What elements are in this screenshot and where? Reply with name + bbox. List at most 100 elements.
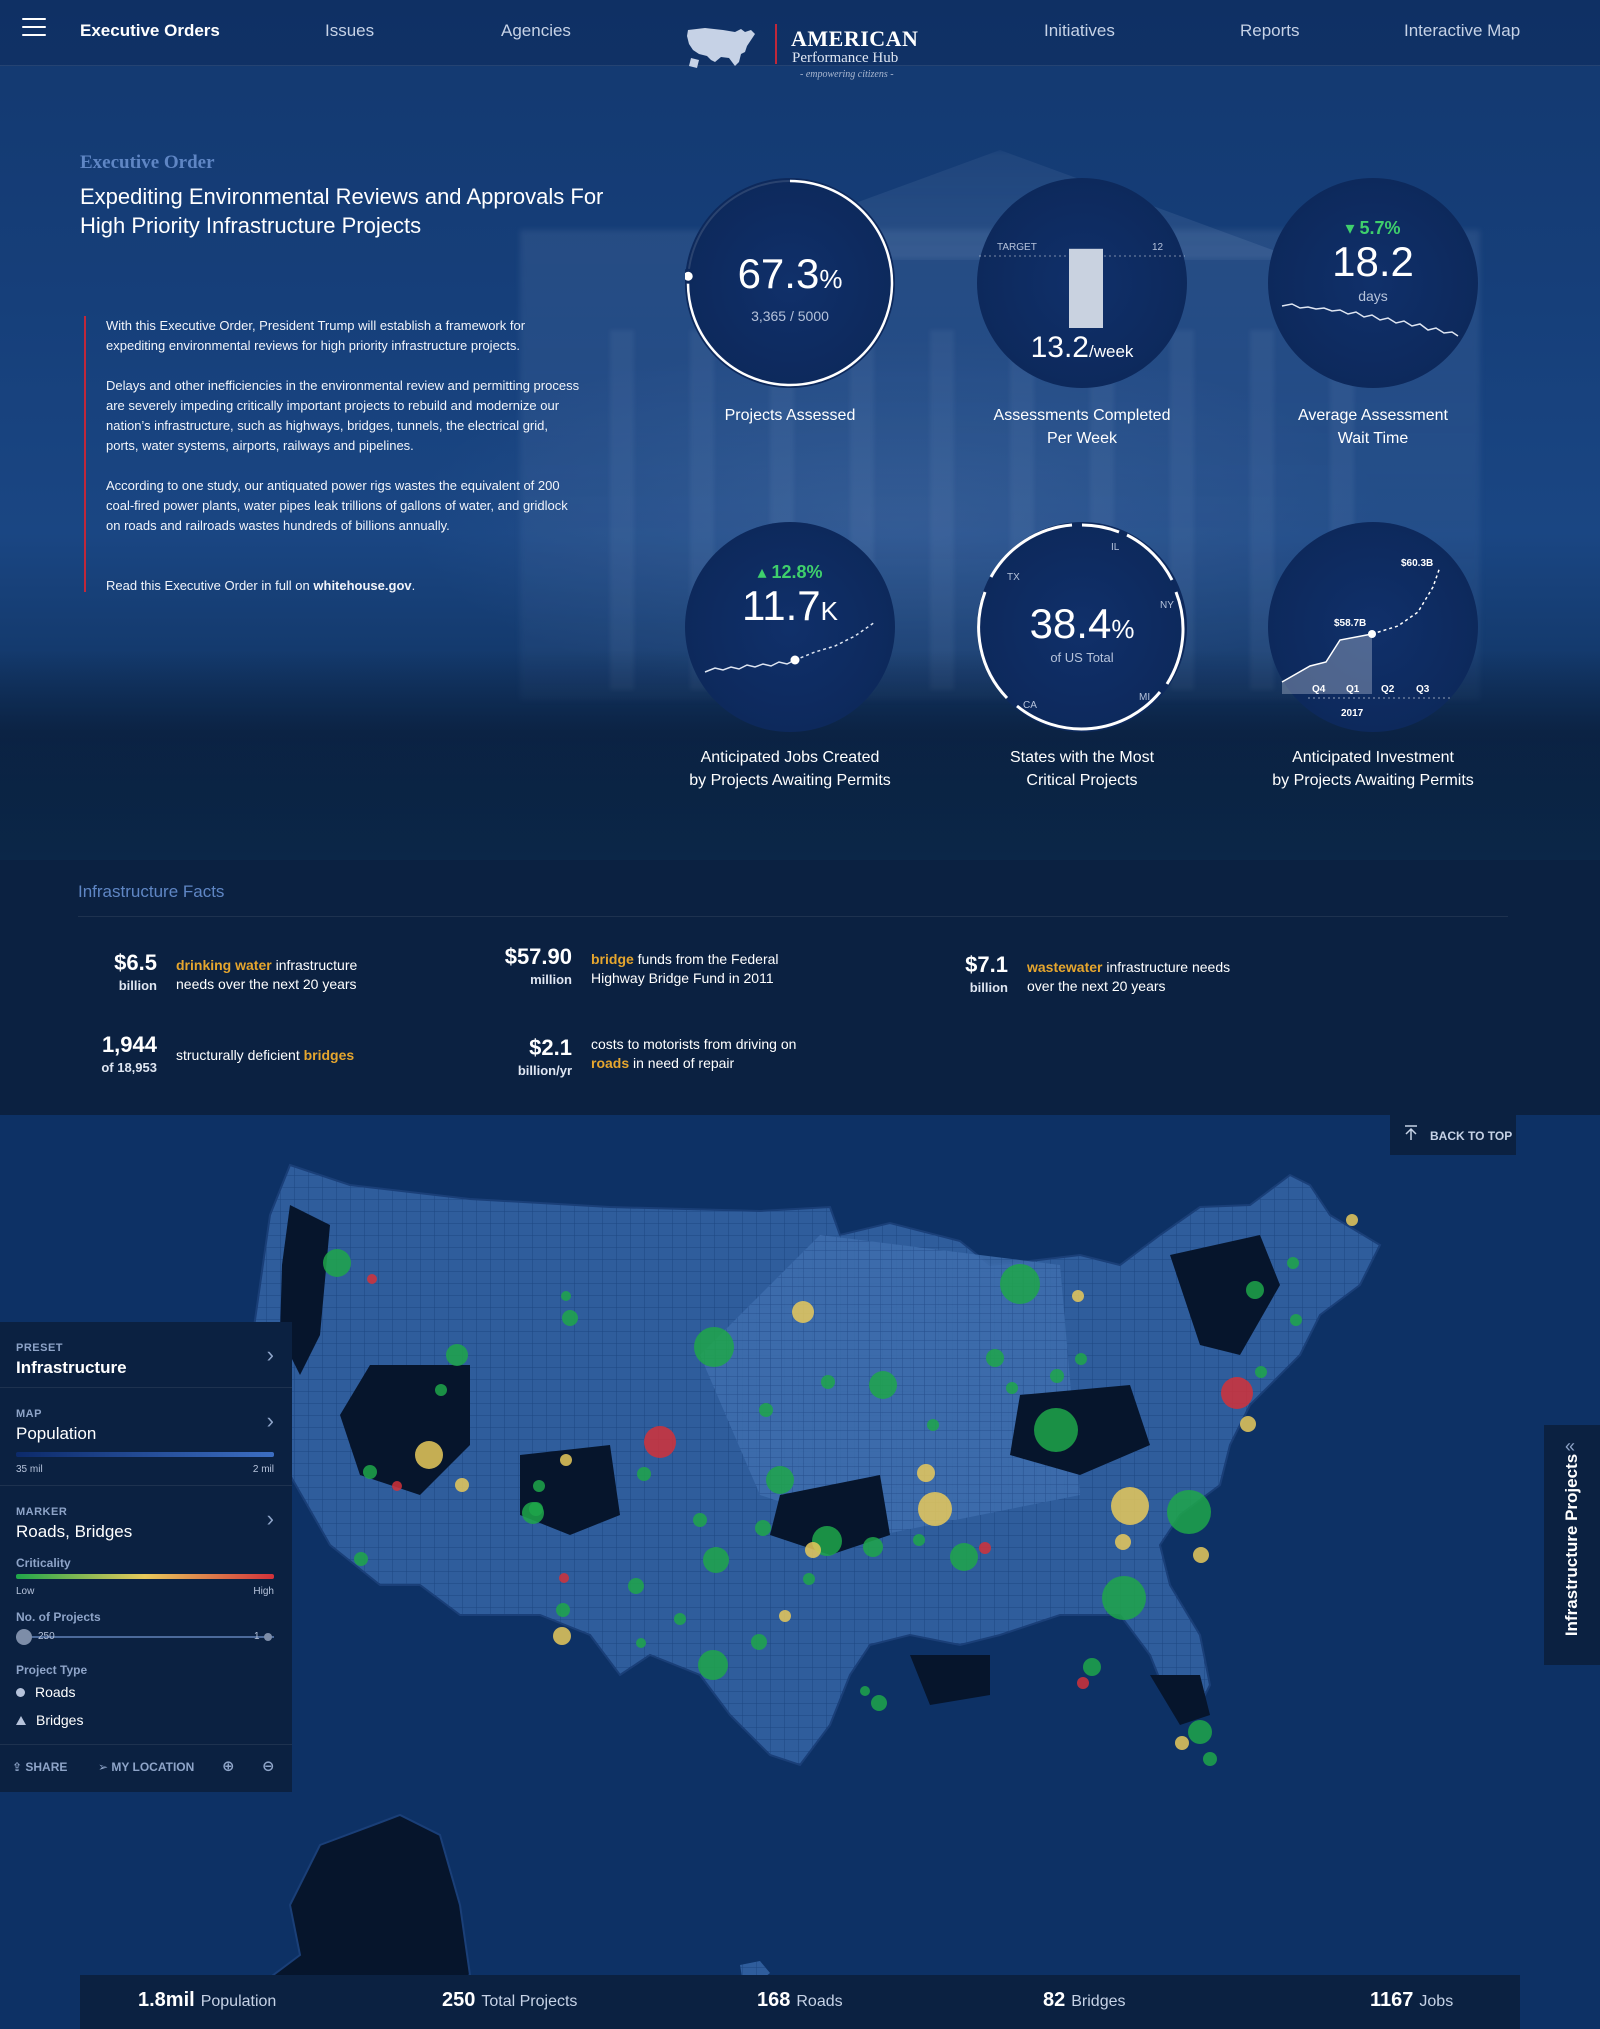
project-marker[interactable] bbox=[561, 1291, 571, 1301]
zoom-out-icon[interactable]: ⊖ bbox=[262, 1758, 275, 1775]
project-marker[interactable] bbox=[698, 1650, 728, 1680]
project-marker[interactable] bbox=[637, 1467, 651, 1481]
metric-states[interactable]: IL NY MI CA TX 38.4% of US Total States … bbox=[977, 522, 1187, 789]
project-marker[interactable] bbox=[1221, 1377, 1253, 1409]
project-marker[interactable] bbox=[1034, 1408, 1078, 1452]
menu-icon[interactable] bbox=[22, 18, 46, 38]
project-marker[interactable] bbox=[1077, 1677, 1089, 1689]
project-marker[interactable] bbox=[1188, 1720, 1212, 1744]
project-marker[interactable] bbox=[927, 1419, 939, 1431]
project-type-bridges[interactable]: Bridges bbox=[16, 1712, 83, 1728]
nav-interactive-map[interactable]: Interactive Map bbox=[1404, 21, 1521, 40]
project-marker[interactable] bbox=[455, 1478, 469, 1492]
project-marker[interactable] bbox=[1115, 1534, 1131, 1550]
preset-selector[interactable]: PRESET Infrastructure › bbox=[0, 1322, 292, 1388]
nav-executive-orders[interactable]: Executive Orders bbox=[80, 21, 220, 40]
metric-wait-time[interactable]: ▾ 5.7% 18.2 days Average Assessment Wait … bbox=[1268, 178, 1478, 447]
us-county-map[interactable] bbox=[0, 1115, 1600, 2029]
project-marker[interactable] bbox=[533, 1480, 545, 1492]
project-marker[interactable] bbox=[363, 1465, 377, 1479]
project-marker[interactable] bbox=[703, 1547, 729, 1573]
slider-knob-max[interactable] bbox=[16, 1629, 32, 1645]
project-marker[interactable] bbox=[1167, 1490, 1211, 1534]
project-marker[interactable] bbox=[755, 1520, 771, 1536]
project-marker[interactable] bbox=[1102, 1576, 1146, 1620]
project-marker[interactable] bbox=[779, 1610, 791, 1622]
project-marker[interactable] bbox=[805, 1542, 821, 1558]
project-marker[interactable] bbox=[674, 1613, 686, 1625]
project-marker[interactable] bbox=[323, 1249, 351, 1277]
project-marker[interactable] bbox=[1083, 1658, 1101, 1676]
project-marker[interactable] bbox=[986, 1349, 1004, 1367]
project-marker[interactable] bbox=[917, 1464, 935, 1482]
metric-projects-assessed[interactable]: 67.3% 3,365 / 5000 Projects Assessed bbox=[685, 178, 895, 424]
project-marker[interactable] bbox=[913, 1534, 925, 1546]
project-type-roads[interactable]: Roads bbox=[16, 1684, 75, 1700]
metric-jobs[interactable]: ▴ 12.8% 11.7K Anticipated Jobs Created by… bbox=[685, 522, 895, 789]
nav-reports[interactable]: Reports bbox=[1240, 21, 1300, 40]
project-marker[interactable] bbox=[392, 1481, 402, 1491]
nav-issues[interactable]: Issues bbox=[325, 21, 375, 40]
project-marker[interactable] bbox=[435, 1384, 447, 1396]
infrastructure-projects-tab[interactable]: « Infrastructure Projects bbox=[1544, 1425, 1600, 1665]
marker-selector[interactable]: Roads, Bridges bbox=[16, 1522, 133, 1541]
project-marker[interactable] bbox=[979, 1542, 991, 1554]
project-marker[interactable] bbox=[751, 1634, 767, 1650]
zoom-in-icon[interactable]: ⊕ bbox=[222, 1758, 235, 1775]
project-marker[interactable] bbox=[1240, 1416, 1256, 1432]
project-marker[interactable] bbox=[1203, 1752, 1217, 1766]
project-marker[interactable] bbox=[446, 1344, 468, 1366]
metric-assessments-week[interactable]: TARGET 12 13.2/week Assessments Complete… bbox=[977, 178, 1187, 447]
project-marker[interactable] bbox=[759, 1403, 773, 1417]
project-marker[interactable] bbox=[693, 1513, 707, 1527]
project-marker[interactable] bbox=[556, 1603, 570, 1617]
project-marker[interactable] bbox=[560, 1454, 572, 1466]
project-marker[interactable] bbox=[644, 1426, 676, 1458]
project-marker[interactable] bbox=[1075, 1353, 1087, 1365]
project-marker[interactable] bbox=[694, 1327, 734, 1367]
whitehouse-link[interactable]: whitehouse.gov bbox=[313, 578, 412, 593]
project-marker[interactable] bbox=[792, 1301, 814, 1323]
project-marker[interactable] bbox=[821, 1375, 835, 1389]
project-marker[interactable] bbox=[636, 1638, 646, 1648]
projects-size-slider[interactable] bbox=[16, 1636, 274, 1638]
project-marker[interactable] bbox=[869, 1371, 897, 1399]
back-to-top-button[interactable]: BACK TO TOP bbox=[1390, 1115, 1516, 1155]
project-marker[interactable] bbox=[1287, 1257, 1299, 1269]
nav-agencies[interactable]: Agencies bbox=[501, 21, 571, 40]
share-button[interactable]: ⇪ SHARE bbox=[12, 1760, 68, 1774]
project-marker[interactable] bbox=[1111, 1487, 1149, 1525]
project-marker[interactable] bbox=[1255, 1366, 1267, 1378]
project-marker[interactable] bbox=[803, 1573, 815, 1585]
slider-knob-min[interactable] bbox=[264, 1633, 272, 1641]
project-marker[interactable] bbox=[628, 1578, 644, 1594]
project-marker[interactable] bbox=[871, 1695, 887, 1711]
project-marker[interactable] bbox=[415, 1441, 443, 1469]
interactive-map[interactable] bbox=[0, 1115, 1600, 2029]
project-marker[interactable] bbox=[1072, 1290, 1084, 1302]
metric-investment[interactable]: $60.3B $58.7B Q4 Q1 Q2 Q3 2017 Anticipat… bbox=[1268, 522, 1478, 789]
project-marker[interactable] bbox=[553, 1627, 571, 1645]
project-marker[interactable] bbox=[559, 1573, 569, 1583]
nav-initiatives[interactable]: Initiatives bbox=[1044, 21, 1115, 40]
map-layer-selector[interactable]: MAP Population › 35 mil 2 mil bbox=[0, 1388, 292, 1486]
project-marker[interactable] bbox=[562, 1310, 578, 1326]
project-marker[interactable] bbox=[1246, 1281, 1264, 1299]
project-marker[interactable] bbox=[367, 1274, 377, 1284]
site-logo[interactable]: AMERICAN Performance Hub - empowering ci… bbox=[685, 18, 925, 82]
project-marker[interactable] bbox=[1193, 1547, 1209, 1563]
project-marker[interactable] bbox=[860, 1686, 870, 1696]
project-marker[interactable] bbox=[918, 1492, 952, 1526]
project-marker[interactable] bbox=[354, 1552, 368, 1566]
project-marker[interactable] bbox=[1346, 1214, 1358, 1226]
my-location-button[interactable]: ➢ MY LOCATION bbox=[98, 1760, 195, 1774]
project-marker[interactable] bbox=[863, 1537, 883, 1557]
project-marker[interactable] bbox=[766, 1466, 794, 1494]
project-marker[interactable] bbox=[1175, 1736, 1189, 1750]
project-marker[interactable] bbox=[1050, 1369, 1064, 1383]
project-marker[interactable] bbox=[1290, 1314, 1302, 1326]
project-marker[interactable] bbox=[522, 1502, 544, 1524]
project-marker[interactable] bbox=[1000, 1264, 1040, 1304]
project-marker[interactable] bbox=[950, 1543, 978, 1571]
project-marker[interactable] bbox=[1006, 1382, 1018, 1394]
